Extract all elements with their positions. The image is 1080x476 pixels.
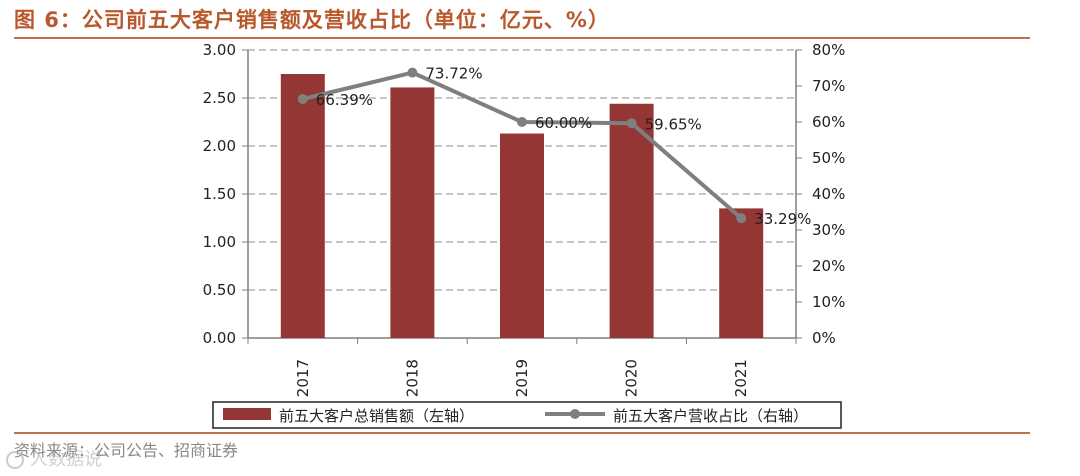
- legend-label-bar: 前五大客户总销售额（左轴）: [279, 407, 474, 425]
- legend-label-line: 前五大客户营收占比（右轴）: [613, 407, 808, 425]
- left-axis-tick-label: 1.00: [203, 233, 236, 251]
- bar: [609, 103, 654, 338]
- x-category-label: 2019: [513, 359, 531, 397]
- line-data-label: 33.29%: [754, 210, 811, 228]
- legend-box: [212, 401, 842, 429]
- left-axis-tick-label: 2.00: [203, 137, 236, 155]
- right-axis-tick-label: 80%: [812, 41, 845, 59]
- line-data-label: 59.65%: [645, 115, 702, 133]
- line-data-label: 73.72%: [425, 65, 482, 83]
- line-data-label: 60.00%: [535, 114, 592, 132]
- source-rule: [14, 432, 1030, 434]
- line-point: [407, 67, 418, 78]
- line-data-label: 66.39%: [316, 91, 373, 109]
- left-axis-tick-label: 0.50: [203, 281, 236, 299]
- right-axis-tick-label: 20%: [812, 257, 845, 275]
- right-axis-tick-label: 70%: [812, 77, 845, 95]
- right-axis-tick-label: 60%: [812, 113, 845, 131]
- figure-title: 图 6：公司前五大客户销售额及营收占比（单位：亿元、%）: [14, 8, 610, 32]
- line-point: [736, 213, 747, 224]
- left-axis-tick-label: 0.00: [203, 329, 236, 347]
- watermark: 人数据说: [6, 446, 102, 474]
- title-rule: [14, 37, 1030, 39]
- line-point: [626, 118, 637, 129]
- right-axis-tick-label: 30%: [812, 221, 845, 239]
- right-axis-tick-label: 40%: [812, 185, 845, 203]
- x-category-label: 2021: [732, 359, 750, 397]
- right-axis-tick-label: 50%: [812, 149, 845, 167]
- watermark-text: 人数据说: [30, 449, 102, 470]
- x-category-label: 2018: [403, 359, 421, 397]
- combo-chart: 0.00 0.50 1.00 1.50 2.00 2.50 3.00 0% 10% 20% 30% 4…: [203, 41, 845, 429]
- x-category-label: 2020: [623, 359, 641, 397]
- left-axis-tick-label: 1.50: [203, 185, 236, 203]
- bar: [719, 208, 764, 338]
- line-point: [297, 93, 308, 104]
- bar: [390, 87, 435, 338]
- bar: [280, 74, 325, 338]
- bar: [500, 133, 544, 338]
- x-category-label: 2017: [294, 359, 312, 397]
- line-point: [517, 117, 527, 127]
- left-axis-tick-label: 2.50: [203, 89, 236, 107]
- source-note: 资料来源：公司公告、招商证券: [14, 441, 239, 460]
- right-axis-tick-label: 10%: [812, 293, 845, 311]
- right-axis-tick-label: 0%: [812, 329, 836, 347]
- legend-swatch-bar: [223, 408, 271, 420]
- watermark-icon: [6, 451, 24, 469]
- legend-swatch-marker: [570, 409, 580, 419]
- left-axis-tick-label: 3.00: [203, 41, 236, 59]
